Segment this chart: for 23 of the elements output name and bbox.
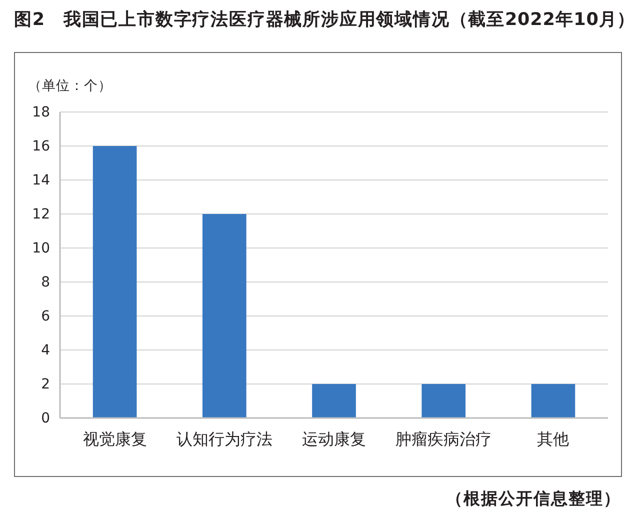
y-tick-label: 16 [32,138,50,154]
bar [202,214,246,418]
y-axis-title: （单位：个） [28,78,112,94]
x-tick-label: 认知行为疗法 [176,429,272,448]
y-tick-label: 2 [41,376,50,392]
bar [312,384,356,418]
x-tick-label: 运动康复 [302,429,366,448]
x-tick-label: 肿瘤疾病治疗 [396,429,492,448]
y-tick-label: 0 [41,410,50,426]
y-tick-label: 18 [32,104,50,120]
y-tick-label: 12 [32,206,50,222]
bar [422,384,466,418]
y-tick-label: 4 [41,342,50,358]
bar [92,146,137,418]
x-tick-label: 其他 [537,429,570,448]
bar [531,384,576,418]
y-tick-label: 14 [32,172,50,188]
y-tick-label: 10 [32,240,50,256]
text: （根据公开信息整理） [446,489,621,508]
x-tick-label: 视觉康复 [82,429,147,448]
y-tick-label: 8 [41,274,50,290]
chart-title: 图2 我国已上市数字疗法医疗器械所涉应用领域情况（截至2022年10月） [14,9,636,30]
y-tick-label: 6 [41,308,50,324]
